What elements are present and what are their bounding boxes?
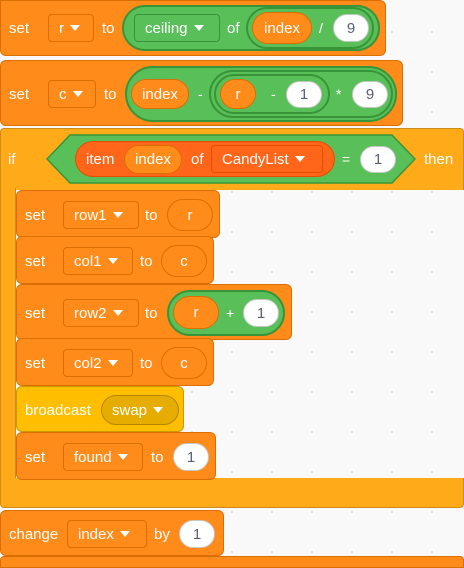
minus-symbol: - (198, 86, 203, 102)
variable-name: r (59, 19, 64, 37)
list-dropdown-candylist[interactable]: CandyList (211, 145, 323, 173)
number-input[interactable]: 1 (360, 146, 396, 173)
set-keyword: set (25, 355, 46, 372)
minus-symbol: - (271, 86, 276, 102)
variable-dropdown-r[interactable]: r (48, 14, 94, 42)
index-reporter[interactable]: index (131, 79, 189, 109)
to-keyword: to (145, 305, 158, 322)
to-keyword: to (140, 253, 153, 270)
set-row1-block[interactable]: set row1 to r (16, 190, 220, 238)
set-found-block[interactable]: set found to 1 (16, 432, 216, 480)
variable-dropdown-row2[interactable]: row2 (63, 299, 139, 327)
chevron-down-icon (294, 156, 305, 162)
plus-symbol: + (226, 305, 235, 321)
item-keyword: item (86, 151, 115, 168)
to-keyword: to (151, 449, 164, 466)
chevron-down-icon (70, 25, 80, 31)
variable-name: row2 (74, 304, 107, 322)
equals-symbol: = (342, 151, 351, 167)
index-reporter[interactable]: index (124, 145, 182, 174)
r-reporter[interactable]: r (167, 199, 213, 231)
message-name: swap (112, 401, 148, 419)
r-reporter[interactable]: r (220, 79, 256, 109)
set-c-block[interactable]: set c to index - r - 1 * 9 (0, 60, 403, 126)
divide-symbol: / (319, 20, 323, 36)
number-input[interactable]: 1 (173, 443, 209, 471)
then-keyword: then (424, 151, 454, 168)
if-block-arm (0, 188, 16, 480)
set-keyword: set (9, 20, 30, 37)
chevron-down-icon (107, 360, 118, 366)
broadcast-message-dropdown[interactable]: swap (101, 395, 179, 425)
c-reporter[interactable]: c (161, 245, 207, 277)
to-keyword: to (145, 207, 158, 224)
c-reporter[interactable]: c (161, 347, 207, 379)
set-r-block[interactable]: set r to ceiling of index / 9 (0, 0, 386, 56)
function-name: ceiling (145, 19, 188, 37)
number-input[interactable]: 9 (333, 14, 369, 42)
if-keyword: if (8, 151, 16, 168)
chevron-down-icon (107, 258, 118, 264)
to-keyword: to (104, 86, 117, 103)
variable-name: row1 (74, 206, 107, 224)
index-reporter[interactable]: index (252, 12, 312, 44)
if-block-footer (0, 478, 464, 508)
by-keyword: by (154, 526, 170, 543)
chevron-down-icon (153, 407, 164, 413)
change-keyword: change (9, 526, 59, 543)
multiply-symbol: * (336, 86, 342, 102)
variable-dropdown-index[interactable]: index (67, 520, 147, 548)
chevron-down-icon (117, 454, 128, 460)
of-keyword: of (227, 20, 240, 37)
broadcast-keyword: broadcast (25, 402, 91, 419)
set-col2-block[interactable]: set col2 to c (16, 338, 214, 386)
variable-dropdown-col2[interactable]: col2 (63, 349, 133, 377)
set-row2-block[interactable]: set row2 to r + 1 (16, 284, 292, 340)
set-keyword: set (25, 253, 46, 270)
set-keyword: set (25, 305, 46, 322)
change-index-block[interactable]: change index by 1 (0, 510, 224, 556)
number-input[interactable]: 9 (352, 81, 388, 108)
set-keyword: set (25, 207, 46, 224)
chevron-down-icon (193, 25, 204, 31)
r-reporter[interactable]: r (173, 296, 219, 329)
variable-name: col2 (74, 354, 102, 372)
number-input[interactable]: 1 (286, 81, 322, 108)
chevron-down-icon (112, 212, 123, 218)
number-input[interactable]: 1 (179, 520, 215, 548)
variable-dropdown-row1[interactable]: row1 (63, 201, 139, 229)
math-function-dropdown[interactable]: ceiling (134, 14, 220, 42)
set-keyword: set (9, 86, 30, 103)
number-input[interactable]: 1 (243, 299, 279, 327)
variable-name: col1 (74, 252, 102, 270)
list-name: CandyList (222, 150, 289, 168)
set-keyword: set (25, 449, 46, 466)
chevron-down-icon (119, 531, 130, 537)
variable-name: c (59, 85, 67, 103)
set-col1-block[interactable]: set col1 to c (16, 236, 214, 284)
to-keyword: to (140, 355, 153, 372)
variable-name: found (74, 448, 112, 466)
chevron-down-icon (112, 310, 123, 316)
to-keyword: to (102, 20, 115, 37)
variable-name: index (78, 525, 114, 543)
broadcast-block[interactable]: broadcast swap (16, 386, 184, 432)
next-block-edge[interactable] (0, 556, 464, 568)
variable-dropdown-c[interactable]: c (48, 80, 96, 108)
of-keyword: of (191, 151, 204, 168)
chevron-down-icon (72, 91, 83, 97)
variable-dropdown-col1[interactable]: col1 (63, 247, 133, 275)
variable-dropdown-found[interactable]: found (63, 443, 143, 471)
